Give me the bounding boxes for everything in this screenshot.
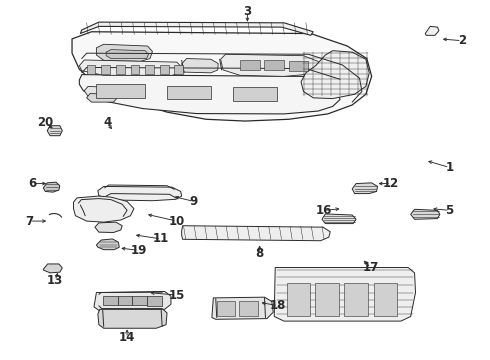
Polygon shape (322, 214, 356, 224)
Polygon shape (47, 126, 62, 136)
Bar (103, 296, 118, 305)
Bar (265, 60, 284, 69)
Text: 12: 12 (383, 177, 399, 190)
Text: 7: 7 (25, 215, 34, 228)
Bar (315, 283, 339, 316)
Bar (239, 301, 258, 316)
Polygon shape (43, 264, 62, 273)
Text: 3: 3 (244, 5, 251, 18)
Text: 4: 4 (103, 116, 112, 129)
Text: 13: 13 (47, 274, 63, 287)
Bar (289, 61, 308, 71)
Polygon shape (98, 186, 182, 201)
Polygon shape (411, 209, 440, 219)
Bar (374, 283, 397, 316)
Text: 1: 1 (445, 161, 454, 174)
Text: 6: 6 (28, 177, 36, 190)
Polygon shape (80, 22, 313, 35)
Polygon shape (95, 222, 122, 233)
Bar (118, 296, 132, 305)
Polygon shape (352, 183, 377, 194)
Bar (101, 65, 110, 74)
Text: 18: 18 (270, 299, 286, 312)
Bar (145, 65, 154, 74)
Text: 19: 19 (131, 244, 147, 257)
Bar (116, 65, 124, 74)
Bar (130, 65, 139, 74)
Bar (167, 86, 211, 99)
Text: 2: 2 (458, 34, 466, 47)
Text: 8: 8 (255, 247, 264, 260)
Polygon shape (106, 50, 148, 59)
Polygon shape (74, 196, 134, 222)
Bar (147, 296, 162, 306)
Polygon shape (94, 292, 171, 310)
Polygon shape (97, 239, 119, 249)
Bar (217, 301, 235, 316)
Polygon shape (425, 26, 439, 35)
Bar (344, 283, 368, 316)
Text: 15: 15 (169, 288, 185, 302)
Polygon shape (98, 309, 167, 328)
Text: 11: 11 (153, 233, 170, 246)
Text: 9: 9 (190, 195, 198, 208)
Polygon shape (43, 182, 60, 192)
Polygon shape (84, 86, 124, 99)
Bar (174, 65, 183, 74)
Polygon shape (220, 54, 322, 76)
Bar (132, 296, 147, 305)
Polygon shape (79, 60, 182, 75)
Bar (287, 283, 310, 316)
Polygon shape (182, 226, 330, 241)
Polygon shape (301, 51, 369, 99)
Bar (233, 87, 277, 101)
Bar (240, 60, 260, 70)
Text: 5: 5 (445, 204, 454, 217)
Polygon shape (182, 59, 218, 73)
Polygon shape (97, 44, 152, 62)
Polygon shape (72, 32, 372, 121)
Bar (160, 65, 169, 74)
Bar (87, 65, 96, 74)
Text: 10: 10 (169, 215, 185, 228)
Polygon shape (87, 94, 117, 102)
Text: 20: 20 (37, 116, 53, 129)
Bar (97, 84, 145, 98)
Polygon shape (212, 297, 273, 319)
Polygon shape (79, 75, 340, 114)
Text: 14: 14 (119, 332, 135, 345)
Text: 17: 17 (363, 261, 379, 274)
Text: 16: 16 (316, 204, 332, 217)
Polygon shape (274, 267, 416, 321)
